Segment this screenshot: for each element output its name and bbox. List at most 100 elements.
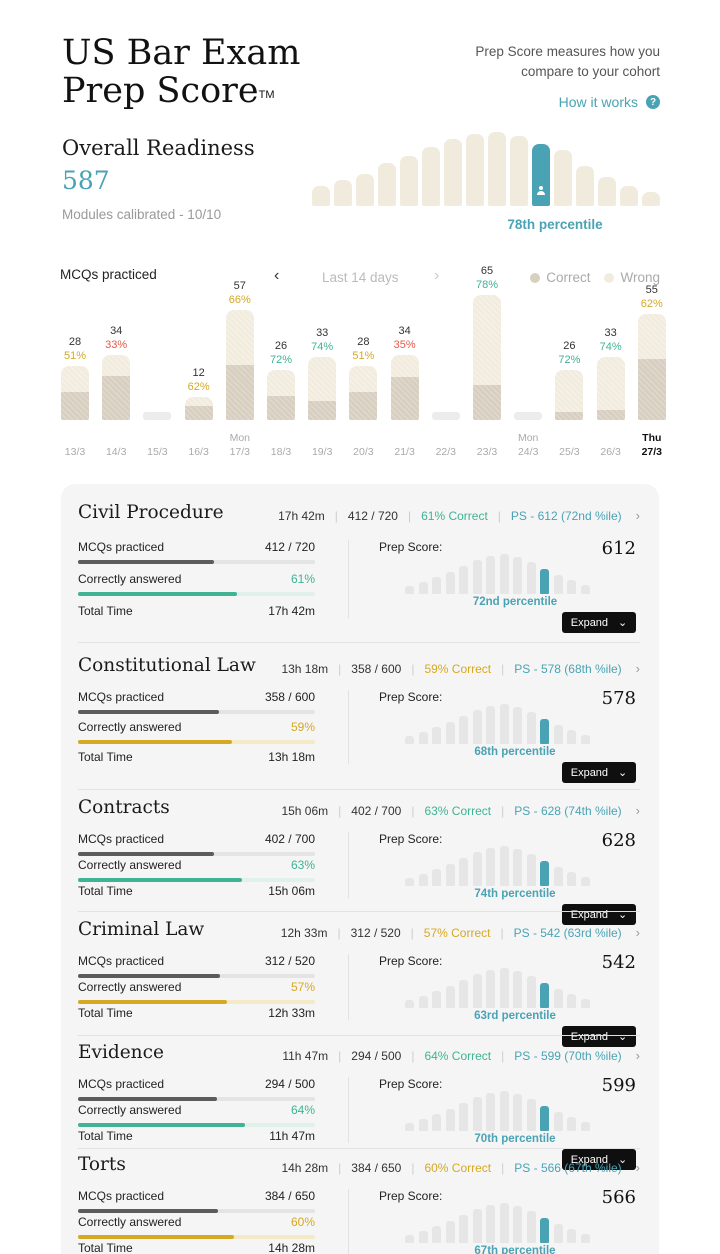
title-text: Prep Score — [62, 71, 259, 111]
day-count: 65 — [480, 265, 494, 277]
row-value: 402 / 700 — [264, 832, 315, 846]
chevron-right-icon[interactable]: › — [635, 1160, 640, 1175]
separator: | — [500, 925, 504, 940]
question-circle-icon: ? — [646, 95, 660, 109]
chevron-right-icon[interactable]: › — [434, 267, 440, 284]
prep-score-label: Prep Score: — [379, 1189, 443, 1203]
module-name[interactable]: Criminal Law — [78, 919, 205, 940]
chevron-right-icon[interactable]: › — [635, 925, 640, 940]
day-column[interactable]: 74% 33 19/3 — [308, 290, 337, 460]
day-bar-empty — [143, 412, 172, 420]
day-column[interactable]: 33% 34 14/3 — [102, 290, 131, 460]
day-column[interactable]: 15/3 — [143, 290, 172, 460]
day-bar-correct — [61, 392, 89, 420]
day-column[interactable]: 51% 28 20/3 — [349, 290, 378, 460]
module-distribution-chart — [405, 1203, 595, 1243]
module-time: 11h 47m — [282, 1048, 329, 1063]
trademark: TM — [258, 89, 275, 101]
day-correct-pct: 62% — [640, 298, 663, 310]
day-bar — [267, 370, 295, 420]
day-bar — [473, 295, 501, 420]
module-summary[interactable]: 17h 42m | 412 / 720 | 61% Correct | PS -… — [278, 508, 640, 523]
correctly-answered-row: Correctly answered 60% — [78, 1215, 315, 1229]
distribution-bar — [405, 1123, 414, 1131]
separator: | — [497, 508, 501, 523]
row-value: 60% — [290, 1215, 315, 1229]
day-column[interactable]: 51% 28 13/3 — [61, 290, 89, 460]
mcq-daily-chart: 51% 28 13/3 33% 34 14/3 15/3 62% 12 16/3 66% 57 Mon 1… — [0, 265, 720, 460]
correct-progress-fill — [78, 592, 238, 596]
module-practiced: 312 / 520 — [350, 925, 401, 940]
distribution-bar — [526, 976, 536, 1008]
chevron-right-icon[interactable]: › — [635, 1048, 640, 1063]
prep-score-description: Prep Score measures how you compare to y… — [475, 44, 660, 79]
module-divider — [78, 911, 640, 912]
my-position-bar — [540, 1218, 549, 1243]
day-count: 33 — [316, 327, 329, 339]
mcq-chart-title: MCQs practiced — [60, 267, 157, 282]
day-column[interactable]: 74% 33 26/3 — [596, 290, 625, 460]
distribution-bar — [418, 996, 428, 1008]
expand-label: Expand — [570, 766, 609, 779]
expand-button[interactable]: Expand ⌄ — [562, 762, 636, 783]
day-date: 14/3 — [105, 446, 127, 458]
day-bar — [225, 310, 254, 420]
distribution-bar — [445, 1221, 455, 1243]
day-count: 28 — [68, 336, 82, 348]
row-value: 358 / 600 — [264, 690, 315, 704]
row-label: MCQs practiced — [78, 1077, 165, 1091]
module-summary[interactable]: 14h 28m | 384 / 650 | 60% Correct | PS -… — [281, 1160, 640, 1175]
module-time: 12h 33m — [280, 925, 328, 940]
expand-button[interactable]: Expand ⌄ — [562, 612, 636, 633]
module-name[interactable]: Evidence — [78, 1042, 164, 1063]
day-column[interactable]: 62% 55 Thu 27/3 — [637, 284, 666, 460]
distribution-bar — [553, 989, 563, 1008]
chevron-down-icon: ⌄ — [618, 617, 628, 629]
distribution-bar — [580, 1122, 590, 1131]
day-count: 34 — [398, 325, 411, 337]
row-value: 59% — [290, 720, 315, 734]
module-summary[interactable]: 15h 06m | 402 / 700 | 63% Correct | PS -… — [281, 803, 640, 818]
day-column[interactable]: 35% 34 21/3 — [390, 290, 419, 460]
my-position-bar — [532, 144, 550, 206]
module-score: 566 — [601, 1187, 636, 1208]
expand-button[interactable]: Expand ⌄ — [562, 904, 636, 925]
module-name[interactable]: Civil Procedure — [78, 502, 224, 523]
expand-label: Expand — [570, 1153, 609, 1166]
chevron-right-icon[interactable]: › — [635, 661, 640, 676]
module-name[interactable]: Torts — [78, 1154, 126, 1175]
distribution-bar — [432, 991, 441, 1008]
day-column[interactable]: Mon 24/3 — [514, 290, 543, 460]
distribution-bar — [459, 716, 468, 744]
correctly-answered-row: Correctly answered 63% — [78, 858, 315, 872]
day-column[interactable]: 72% 26 25/3 — [555, 290, 584, 460]
module-practiced: 294 / 500 — [351, 1048, 402, 1063]
row-value: 384 / 650 — [264, 1189, 315, 1203]
day-column[interactable]: 78% 65 23/3 — [473, 265, 501, 460]
module-name[interactable]: Contracts — [78, 797, 170, 818]
day-column[interactable]: 72% 26 18/3 — [267, 290, 295, 460]
how-it-works-link[interactable]: How it works ? — [559, 94, 660, 110]
module-summary[interactable]: 12h 33m | 312 / 520 | 57% Correct | PS -… — [281, 925, 640, 940]
day-bar — [390, 355, 419, 420]
module-summary[interactable]: 11h 47m | 294 / 500 | 64% Correct | PS -… — [282, 1048, 640, 1063]
overall-readiness-score: 587 — [62, 166, 110, 195]
chevron-left-icon[interactable]: ‹ — [274, 267, 280, 284]
chevron-right-icon[interactable]: › — [635, 803, 640, 818]
day-column[interactable]: 62% 12 16/3 — [184, 290, 213, 460]
day-column[interactable]: 66% 57 Mon 17/3 — [225, 280, 254, 460]
module-prep-score: PS - 599 (70th %ile) — [514, 1048, 622, 1063]
module-score: 599 — [601, 1075, 636, 1096]
module-correct: 61% Correct — [421, 508, 488, 523]
chevron-right-icon[interactable]: › — [635, 508, 640, 523]
distribution-bar — [405, 736, 414, 744]
expand-button[interactable]: Expand ⌄ — [562, 1149, 636, 1170]
module-summary[interactable]: 13h 18m | 358 / 600 | 59% Correct | PS -… — [281, 661, 640, 676]
module-correct: 59% Correct — [424, 661, 492, 676]
expand-button[interactable]: Expand ⌄ — [562, 1026, 636, 1047]
module-divider — [78, 642, 640, 643]
separator: | — [338, 1048, 342, 1063]
distribution-bar — [405, 1235, 414, 1243]
day-column[interactable]: 22/3 — [431, 290, 460, 460]
module-name[interactable]: Constitutional Law — [78, 655, 256, 676]
